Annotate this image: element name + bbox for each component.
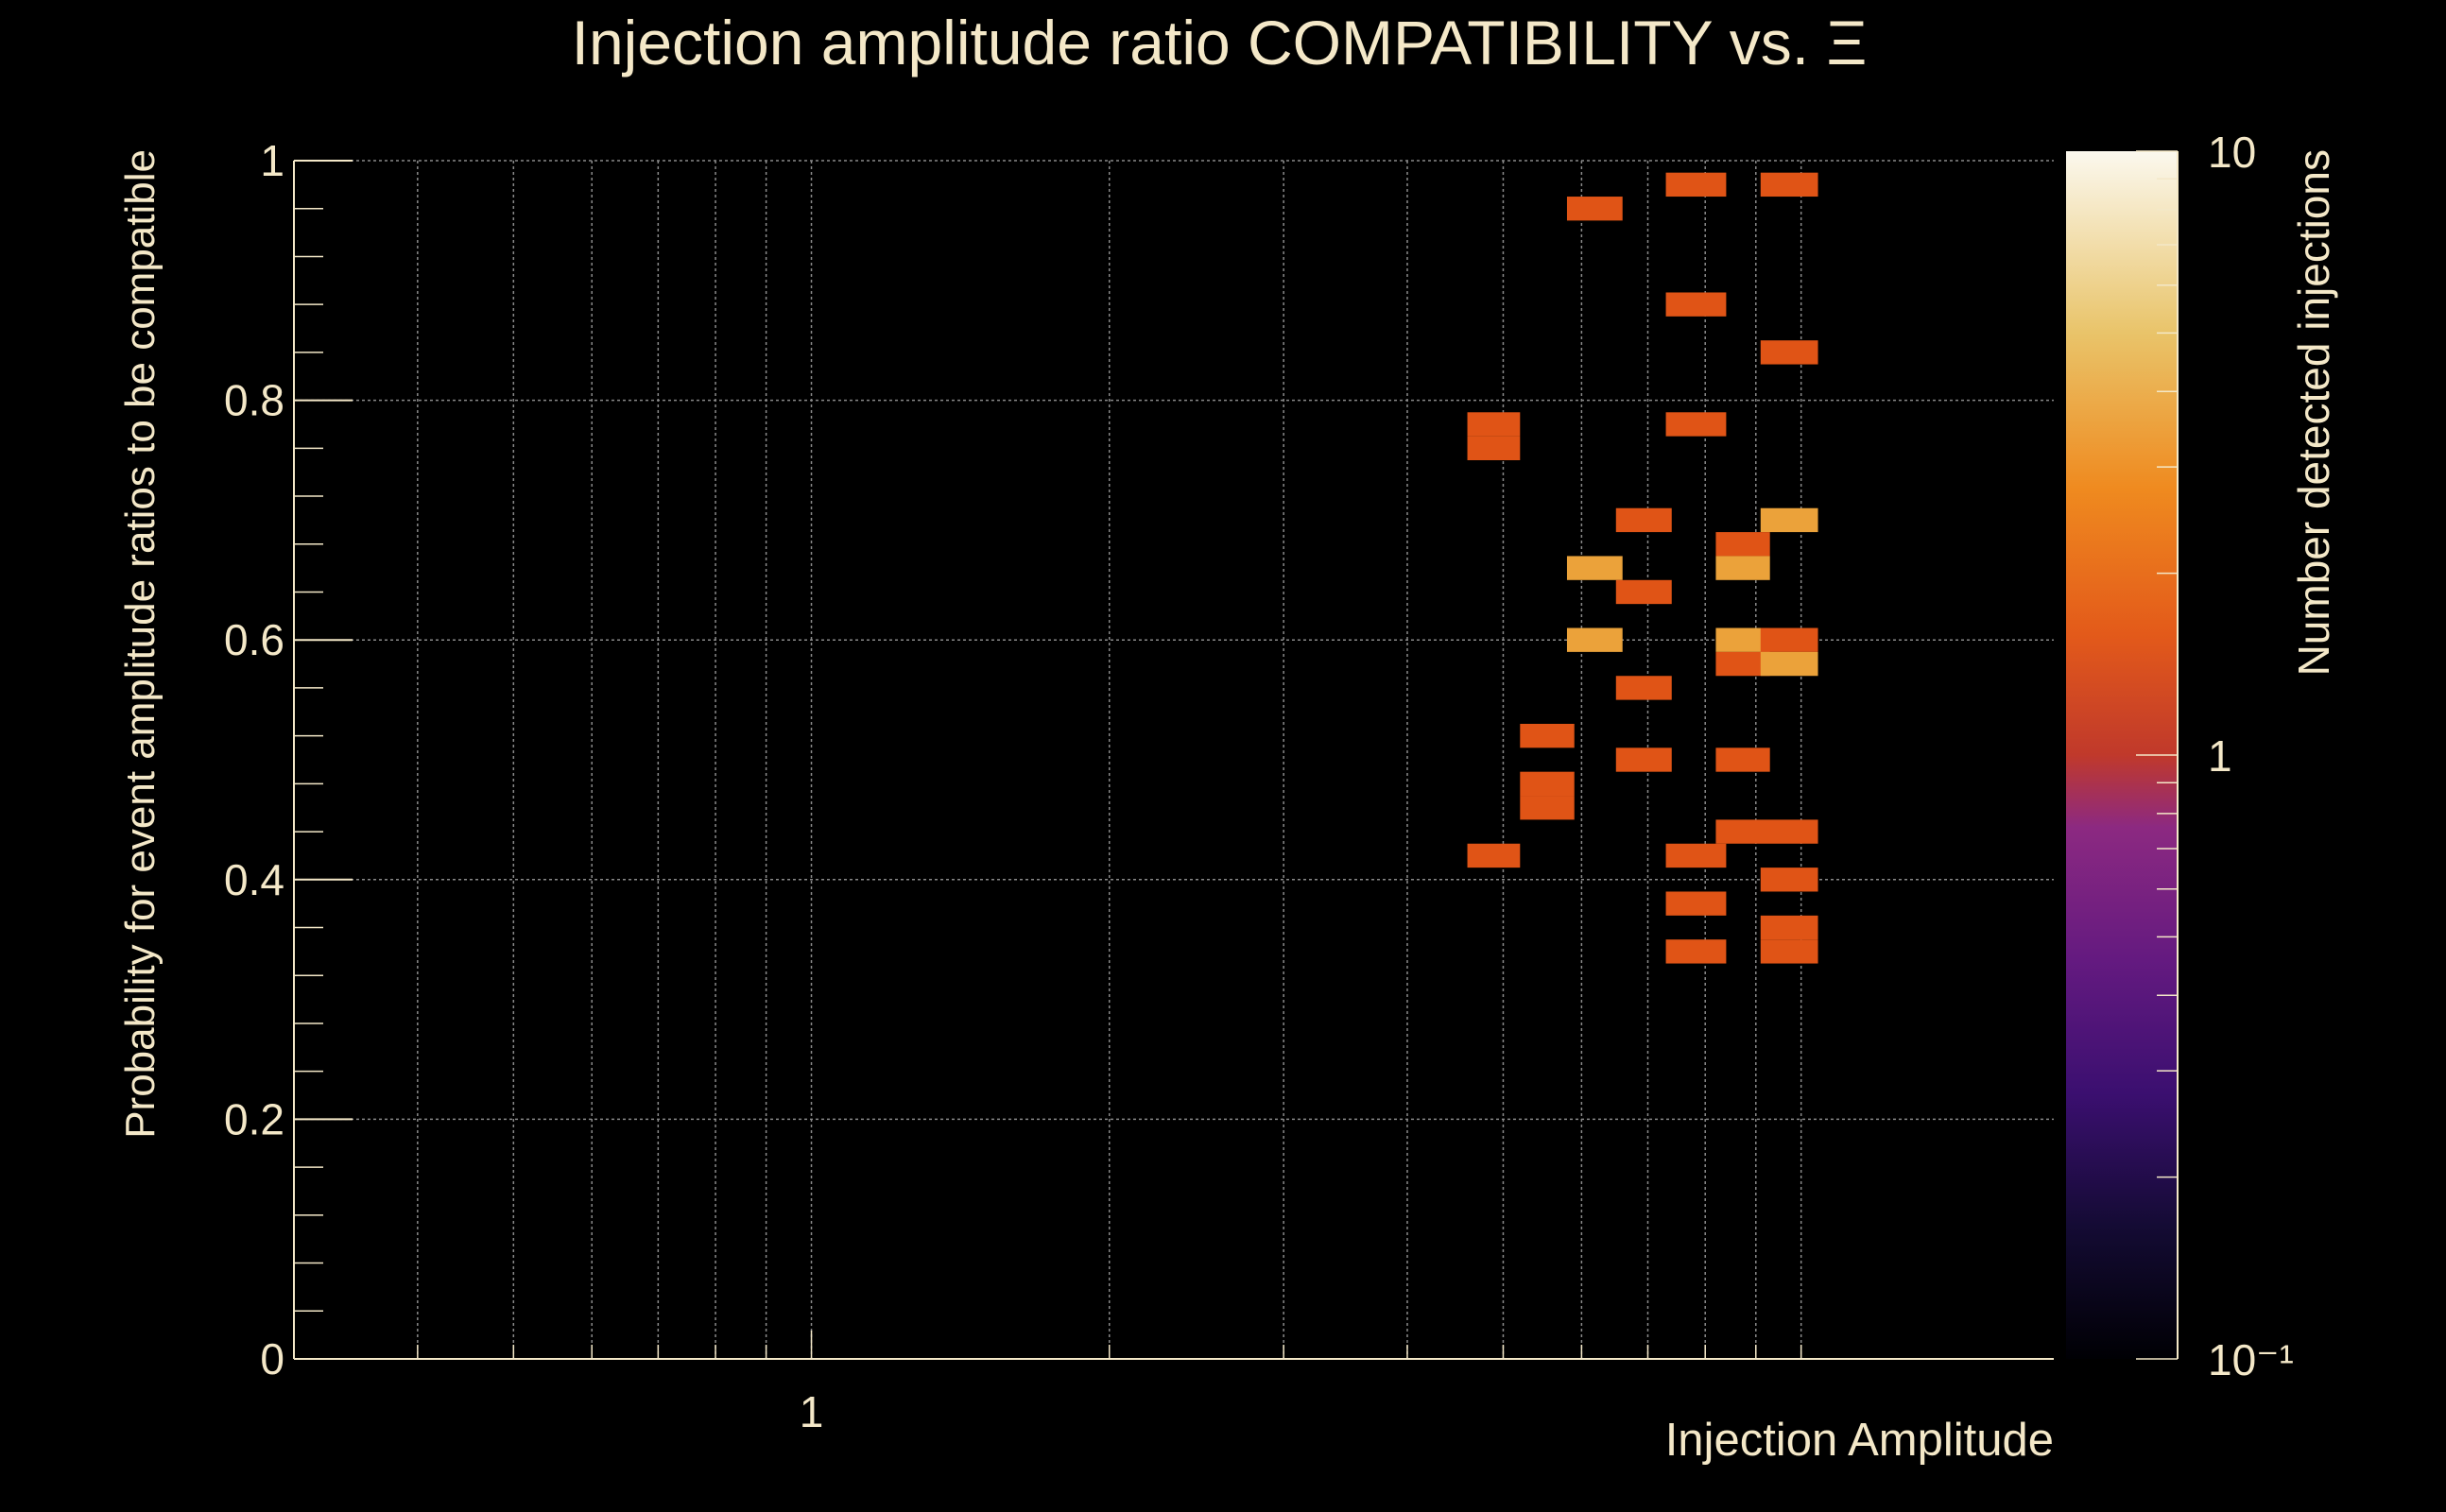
heatmap-cell <box>1760 340 1818 365</box>
heatmap-cell <box>1566 556 1623 580</box>
color-scale-ticks: 10 1 10⁻¹ <box>2136 128 2294 1384</box>
y-axis-ticks: 0 0.2 0.4 0.6 0.8 1 <box>224 136 353 1383</box>
heatmap-cell <box>1715 819 1818 844</box>
x-tick-label: 1 <box>800 1387 824 1436</box>
x-axis-ticks: 1 <box>417 1331 1802 1436</box>
z-tick-label: 10 <box>2208 128 2256 177</box>
heatmap-cell <box>1760 939 1818 964</box>
heatmap-cell <box>1760 651 1818 677</box>
heatmap-cell <box>1520 771 1575 797</box>
y-axis-label: Probability for event amplitude ratios t… <box>117 149 164 1139</box>
y-tick-label: 0 <box>260 1334 284 1383</box>
heatmap-cell <box>1665 172 1727 198</box>
y-tick-label: 0.2 <box>224 1094 284 1143</box>
heatmap-cell <box>1715 556 1770 580</box>
heatmap-cell <box>1615 747 1672 772</box>
x-axis-label: Injection Amplitude <box>1665 1415 2054 1466</box>
heatmap-cell <box>1760 172 1818 198</box>
heatmap-cell <box>1615 676 1672 700</box>
y-tick-label: 1 <box>260 136 284 185</box>
heatmap-cell <box>1615 507 1672 533</box>
heatmap-cell <box>1467 843 1521 868</box>
heatmap-cell <box>1715 532 1770 557</box>
heatmap-cell <box>1665 939 1727 964</box>
heatmap-cells <box>1467 172 1818 964</box>
y-tick-label: 0.6 <box>224 615 284 664</box>
heatmap-cell <box>1566 627 1623 652</box>
heatmap-cell <box>1665 412 1727 437</box>
heatmap-cell <box>1520 723 1575 748</box>
z-tick-label: 10⁻¹ <box>2208 1335 2294 1384</box>
heatmap-cell <box>1665 292 1727 317</box>
heatmap-cell <box>1615 579 1672 605</box>
chart-title: Injection amplitude ratio COMPATIBILITY … <box>572 8 1868 77</box>
heatmap-cell <box>1520 796 1575 820</box>
heatmap-cell <box>1665 891 1727 916</box>
color-scale-label: Number detected injections <box>2289 149 2338 676</box>
y-tick-label: 0.4 <box>224 855 284 904</box>
heatmap-cell <box>1760 868 1818 892</box>
heatmap-cell <box>1760 915 1818 940</box>
heatmap-cell <box>1715 747 1770 772</box>
heatmap-cell <box>1760 507 1818 533</box>
heatmap-cell <box>1760 627 1818 652</box>
heatmap-cell <box>1467 412 1521 437</box>
y-tick-label: 0.8 <box>224 376 284 425</box>
grid-lines <box>294 160 2054 1359</box>
heatmap-cell <box>1665 843 1727 868</box>
heatmap-cell <box>1566 197 1623 221</box>
heatmap-cell <box>1467 436 1521 460</box>
z-tick-label: 1 <box>2208 731 2232 781</box>
